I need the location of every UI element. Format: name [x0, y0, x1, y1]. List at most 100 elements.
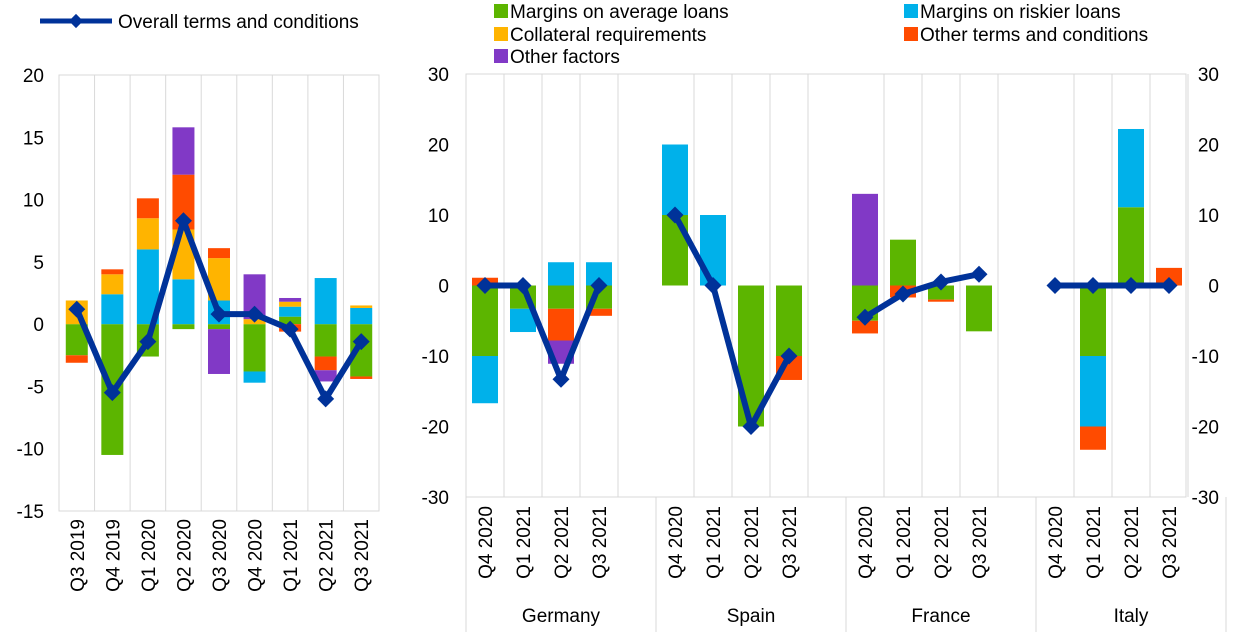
left-overall-line-marker-7 — [317, 390, 335, 408]
right-y-tick-label-left: -20 — [422, 418, 449, 439]
left-bar-other-terms-1 — [101, 269, 124, 275]
right-group-label: France — [911, 606, 970, 627]
legend-swatch-other-factors — [494, 49, 508, 63]
left-x-tick-label: Q4 2020 — [246, 519, 267, 592]
left-bar-other-factors-4 — [208, 329, 230, 374]
left-bar-other-factors-7 — [314, 370, 337, 382]
left-legend: Overall terms and conditions — [40, 12, 359, 33]
legend-swatch-margins-average — [494, 4, 508, 18]
right-group-label: Spain — [727, 606, 776, 627]
right-x-tick-label: Q4 2020 — [666, 506, 687, 579]
right-overall-line-1-marker-7 — [780, 347, 798, 365]
right-bar-margins-average-9 — [890, 239, 916, 286]
left-x-tick-label: Q2 2020 — [174, 519, 195, 592]
right-x-tick-label: Q3 2021 — [1160, 506, 1181, 579]
legend-swatch-margins-riskier — [904, 4, 918, 18]
right-bar-margins-average-14 — [1118, 207, 1144, 286]
left-x-tick-label: Q3 2020 — [210, 519, 231, 592]
right-overall-line-1-marker-4 — [666, 206, 684, 224]
right-bar-margins-average-0 — [472, 285, 498, 356]
right-y-tick-label-left: -10 — [422, 347, 449, 368]
right-y-tick-label-right: -30 — [1192, 488, 1219, 509]
right-bar-other-terms-3 — [586, 308, 612, 316]
left-bar-margins-riskier-2 — [136, 249, 159, 325]
left-bar-other-terms-4 — [208, 248, 230, 259]
right-y-tick-label-right: 0 — [1208, 277, 1219, 298]
right-overall-line-2 — [863, 271, 980, 320]
left-bar-margins-average-4 — [208, 324, 230, 330]
legend-label-collateral: Collateral requirements — [510, 25, 706, 46]
right-overall-line-1 — [672, 213, 792, 430]
left-bar-other-terms-3 — [172, 174, 195, 230]
right-x-tick-label: Q3 2021 — [590, 506, 611, 579]
right-bar-margins-average-11 — [966, 285, 992, 332]
left-plot-frame — [58, 74, 380, 512]
left-bar-margins-riskier-1 — [101, 294, 124, 325]
right-y-tick-label-right: -20 — [1192, 418, 1219, 439]
left-bar-margins-riskier-3 — [172, 279, 195, 325]
right-y-tick-label-left: -30 — [422, 488, 449, 509]
left-overall-line-marker-8 — [352, 333, 370, 351]
right-bar-other-factors-8 — [852, 193, 878, 286]
right-y-tick-label-left: 0 — [438, 277, 449, 298]
right-group-label: Italy — [1114, 606, 1149, 627]
right-bar-other-terms-15 — [1156, 267, 1182, 286]
right-y-tick-label-right: -10 — [1192, 347, 1219, 368]
left-overall-line-marker-2 — [139, 333, 157, 351]
right-x-tick-label: Q3 2021 — [780, 506, 801, 579]
left-bar-collateral-2 — [136, 218, 159, 250]
left-bar-margins-average-7 — [314, 324, 337, 357]
left-bar-collateral-8 — [350, 305, 373, 308]
right-overall-line-0-marker-1 — [514, 277, 532, 294]
left-bar-other-factors-3 — [172, 127, 195, 175]
left-bar-margins-riskier-8 — [350, 307, 373, 325]
left-bar-margins-riskier-5 — [243, 371, 266, 383]
left-bar-margins-riskier-6 — [279, 306, 302, 317]
right-overall-line-1-marker-5 — [704, 277, 722, 294]
right-bar-margins-riskier-13 — [1080, 356, 1106, 427]
left-bar-other-factors-5 — [243, 274, 266, 320]
legend-swatch-collateral — [494, 27, 508, 41]
left-y-tick-label: 10 — [23, 191, 44, 212]
right-bar-margins-riskier-0 — [472, 356, 498, 404]
left-overall-line-marker-1 — [103, 384, 121, 402]
left-y-tick-label: 5 — [33, 253, 44, 274]
left-y-tick-label: -10 — [17, 440, 44, 461]
left-y-tick-label: 15 — [23, 128, 44, 149]
left-bar-collateral-4 — [208, 258, 230, 301]
right-chart: -30 -30 -20 -20 -10 -10 0 0 10 10 20 20 30 30 Q4 2020 Q… — [422, 65, 1227, 632]
right-overall-line-0-marker-2 — [552, 370, 570, 388]
right-x-tick-label: Q2 2021 — [552, 506, 573, 579]
right-bar-other-terms-10 — [928, 299, 954, 302]
right-overall-line-0-marker-0 — [476, 277, 494, 294]
right-y-tick-label-left: 10 — [428, 206, 449, 227]
right-bar-margins-riskier-2 — [548, 262, 574, 286]
left-bar-margins-average-6 — [279, 316, 302, 325]
left-y-tick-label: -15 — [17, 502, 44, 523]
right-y-tick-label-left: 30 — [428, 65, 449, 86]
right-x-tick-label: Q2 2021 — [742, 506, 763, 579]
left-x-tick-label: Q3 2019 — [68, 519, 89, 592]
right-overall-line-2-marker-9 — [894, 285, 912, 303]
legend-label-other-terms: Other terms and conditions — [920, 25, 1148, 46]
right-bar-other-terms-2 — [548, 308, 574, 341]
right-overall-line-0 — [485, 282, 602, 383]
right-x-tick-label: Q3 2021 — [970, 506, 991, 579]
right-bar-margins-riskier-3 — [586, 262, 612, 286]
right-x-tick-label: Q2 2021 — [932, 506, 953, 579]
right-y-tick-label-right: 30 — [1198, 65, 1219, 86]
right-x-tick-label: Q4 2020 — [856, 506, 877, 579]
left-y-tick-label: -5 — [27, 377, 44, 398]
left-bar-collateral-6 — [279, 301, 302, 307]
left-overall-line-marker-6 — [281, 320, 299, 338]
right-x-tick-label: Q1 2021 — [514, 506, 535, 579]
right-overall-line-0-marker-3 — [590, 277, 608, 294]
right-x-tick-label: Q2 2021 — [1122, 506, 1143, 579]
right-x-tick-label: Q4 2020 — [1046, 506, 1067, 579]
left-bar-other-terms-7 — [314, 356, 337, 371]
legend-label-other-factors: Other factors — [510, 47, 620, 68]
right-bar-margins-average-10 — [928, 285, 954, 300]
left-bar-margins-average-3 — [172, 324, 195, 330]
right-x-tick-label: Q1 2021 — [1084, 506, 1105, 579]
right-overall-line-1-marker-6 — [742, 418, 760, 435]
